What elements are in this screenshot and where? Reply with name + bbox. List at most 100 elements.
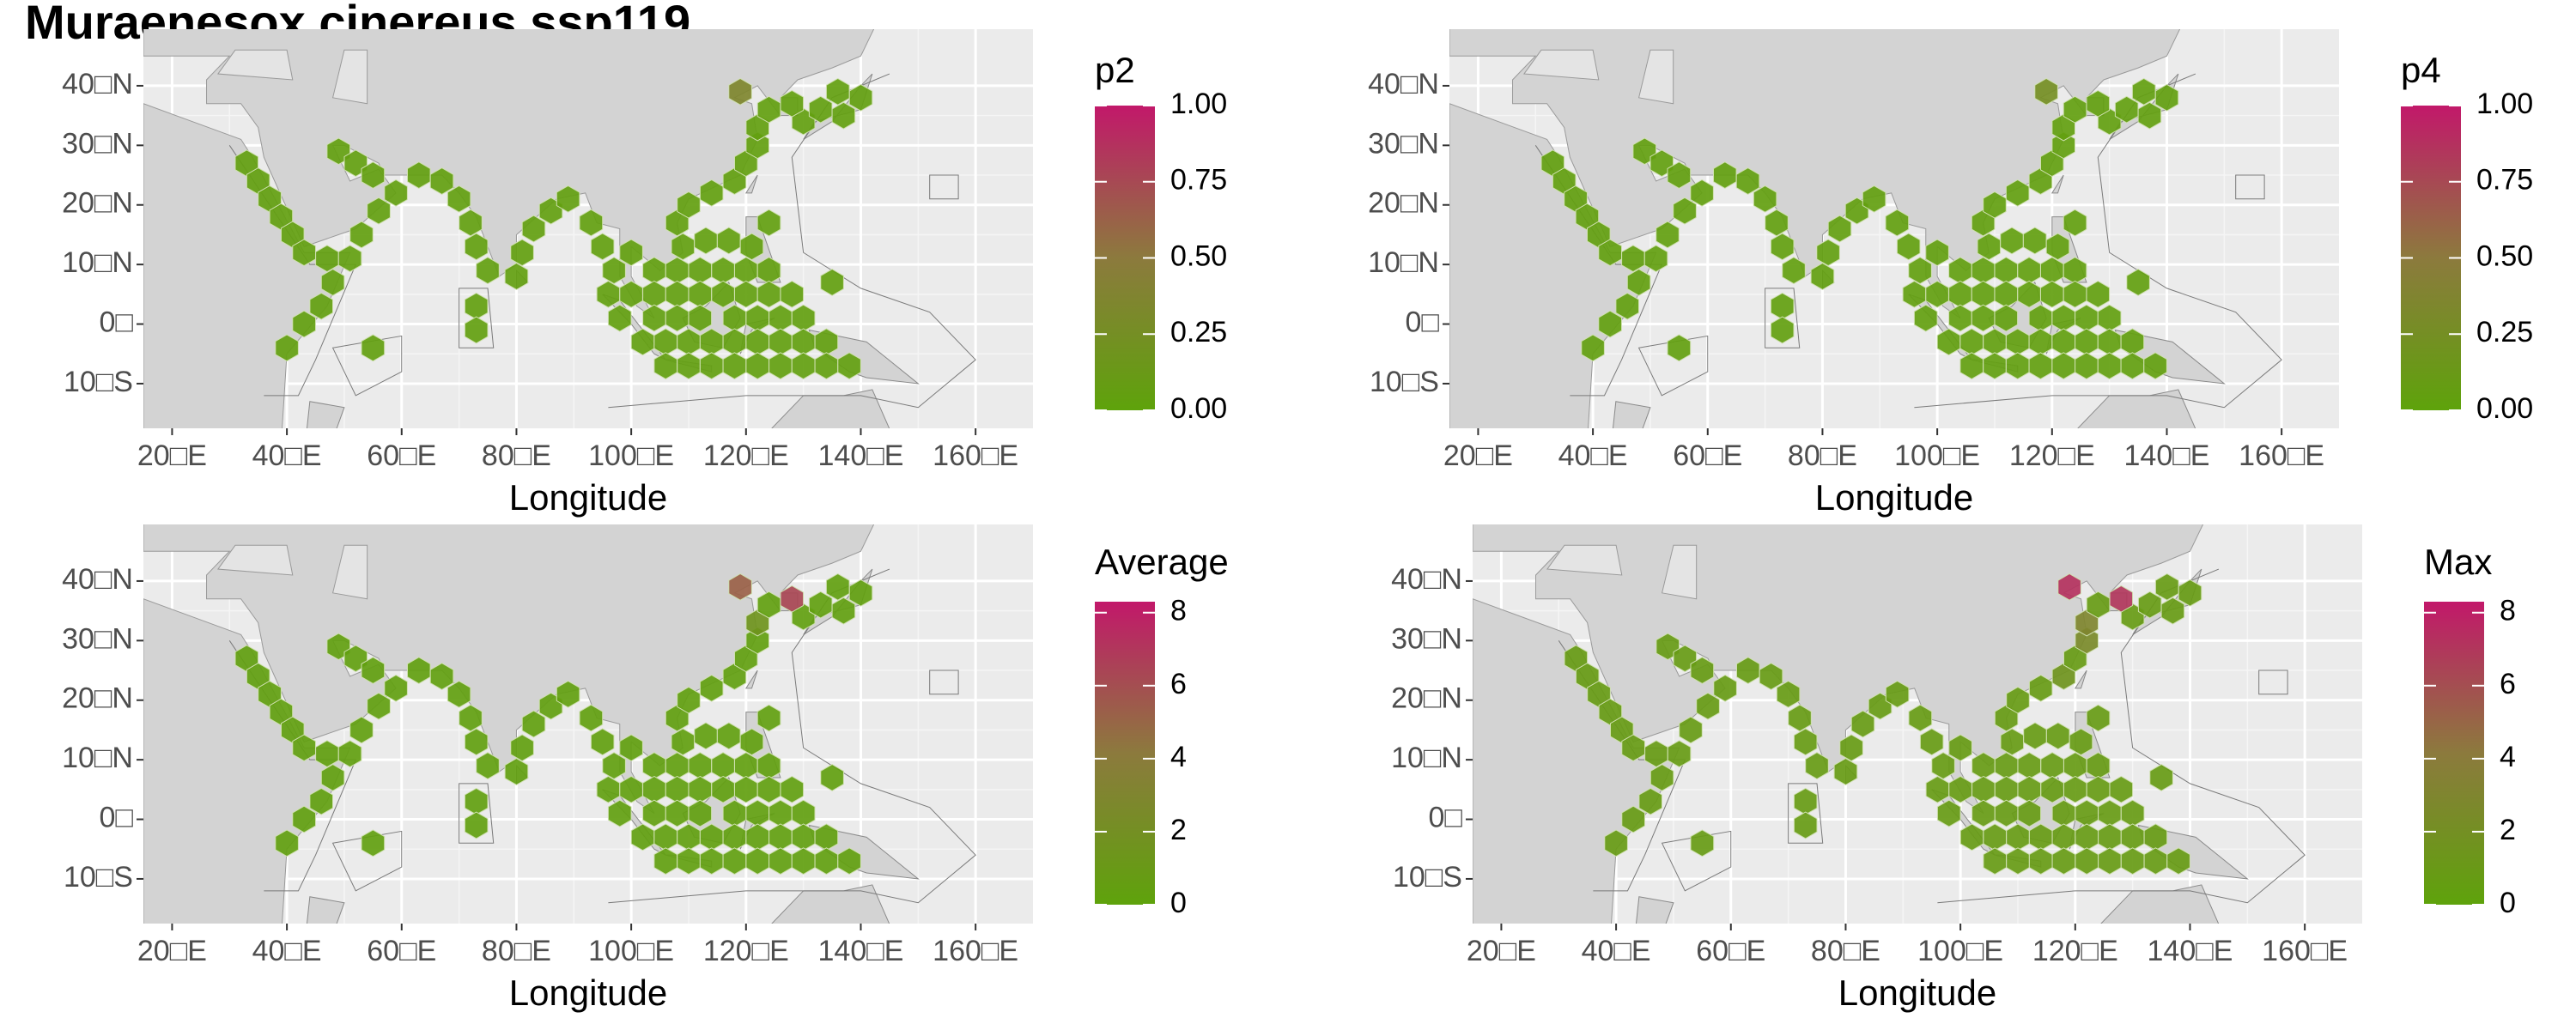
- legend-label: 0.25: [1170, 316, 1227, 348]
- y-tick-label: 20□N: [62, 682, 133, 715]
- legend-label: 6: [2500, 668, 2516, 700]
- hex-cell: [2149, 764, 2173, 791]
- x-tick-label: 80□E: [482, 935, 551, 967]
- hex-cell: [2126, 269, 2150, 296]
- hex-cell: [1765, 209, 1789, 237]
- legend-title: p2: [1095, 50, 1135, 90]
- hex-cell: [292, 310, 316, 338]
- x-tick-label: 60□E: [1673, 439, 1742, 472]
- hex-cell: [728, 573, 752, 601]
- hex-cell: [407, 657, 431, 684]
- hex-cell: [2160, 597, 2185, 625]
- x-tick-label: 40□E: [1558, 439, 1628, 472]
- hex-cell: [367, 692, 391, 720]
- legend-label: 1.00: [1170, 88, 1227, 120]
- legend-label: 0: [1170, 887, 1187, 919]
- legend-label: 0.00: [2476, 392, 2533, 425]
- x-axis-title: Longitude: [509, 477, 668, 518]
- hex-cell: [361, 829, 386, 857]
- legend-label: 2: [2500, 814, 2516, 846]
- y-tick-label: 10□N: [1368, 246, 1439, 279]
- x-axis-title: Longitude: [1815, 477, 1974, 518]
- x-tick-label: 140□E: [2148, 935, 2233, 967]
- hex-cell: [1690, 179, 1714, 207]
- hex-cell: [1908, 704, 1933, 732]
- hex-cell: [1667, 334, 1692, 362]
- hex-cell: [837, 352, 861, 380]
- hex-cell: [602, 752, 626, 780]
- y-tick-label: 0□: [100, 802, 134, 834]
- legend-label: 8: [1170, 595, 1187, 627]
- panel: [1449, 29, 2339, 428]
- hex-cell: [1827, 215, 1852, 243]
- hex-cell: [590, 728, 615, 756]
- hex-cell: [1896, 233, 1921, 261]
- hex-cell: [1643, 245, 1668, 273]
- x-tick-label: 20□E: [137, 439, 207, 472]
- hex-cell: [1885, 209, 1910, 237]
- hex-cell: [1776, 680, 1801, 708]
- legend-label: 0.75: [2476, 164, 2533, 197]
- hex-cell: [447, 185, 471, 213]
- hex-cell: [361, 334, 386, 362]
- x-tick-label: 60□E: [367, 439, 436, 472]
- hex-cell: [459, 704, 483, 732]
- legend-label: 0.25: [2476, 316, 2533, 348]
- y-tick-label: 30□N: [1391, 622, 1462, 655]
- hex-cell: [1638, 787, 1662, 815]
- hex-cell: [384, 179, 408, 207]
- hex-cell: [464, 728, 489, 756]
- hex-cell: [688, 304, 713, 332]
- colorbar: [1095, 602, 1155, 905]
- hex-cell: [607, 304, 632, 332]
- hex-cell: [579, 704, 604, 732]
- hex-cell: [1885, 680, 1910, 708]
- hex-cell: [521, 215, 546, 243]
- hex-cell: [429, 663, 454, 690]
- hex-cell: [407, 161, 431, 189]
- hex-cell: [1626, 269, 1651, 296]
- legend-label: 0: [2500, 887, 2516, 919]
- hex-cell: [275, 334, 299, 362]
- x-tick-label: 80□E: [1788, 439, 1857, 472]
- hex-cell: [1753, 185, 1777, 213]
- legend-title: Max: [2424, 542, 2492, 582]
- hex-cell: [1736, 657, 1760, 684]
- hex-cell: [837, 847, 861, 876]
- hex-cell: [510, 239, 534, 267]
- hex-cell: [745, 131, 769, 160]
- y-tick-label: 40□N: [62, 563, 133, 596]
- hex-cell: [361, 161, 386, 189]
- x-tick-label: 60□E: [367, 935, 436, 967]
- y-tick-label: 40□N: [1391, 563, 1462, 596]
- x-tick-label: 20□E: [1443, 439, 1513, 472]
- hex-cell: [831, 597, 856, 625]
- legend-title: Average: [1095, 542, 1229, 582]
- hex-cell: [2057, 573, 2081, 601]
- hex-cell: [1735, 167, 1760, 195]
- y-tick-label: 30□N: [62, 622, 133, 655]
- hex-cell: [2086, 704, 2111, 732]
- hex-cell: [1936, 799, 1961, 827]
- x-tick-label: 140□E: [2124, 439, 2210, 472]
- hex-cell: [579, 209, 604, 237]
- hex-cell: [510, 734, 534, 762]
- panel: [143, 524, 1033, 924]
- x-tick-label: 160□E: [2262, 935, 2348, 967]
- legend-label: 1.00: [2476, 88, 2533, 120]
- x-tick-label: 140□E: [818, 439, 904, 472]
- legend-label: 0.50: [1170, 239, 1227, 272]
- hex-cell: [459, 209, 483, 237]
- panel: [143, 29, 1033, 428]
- hex-cell: [1948, 734, 1972, 762]
- hex-cell: [808, 591, 833, 619]
- x-tick-label: 40□E: [252, 935, 322, 967]
- hex-cell: [2166, 847, 2190, 876]
- hex-cell: [1598, 310, 1622, 338]
- hex-cell: [590, 233, 615, 261]
- hex-cell: [1793, 811, 1818, 839]
- hex-cell: [1581, 334, 1605, 362]
- hex-cell: [1598, 239, 1622, 267]
- hex-cell: [337, 740, 362, 768]
